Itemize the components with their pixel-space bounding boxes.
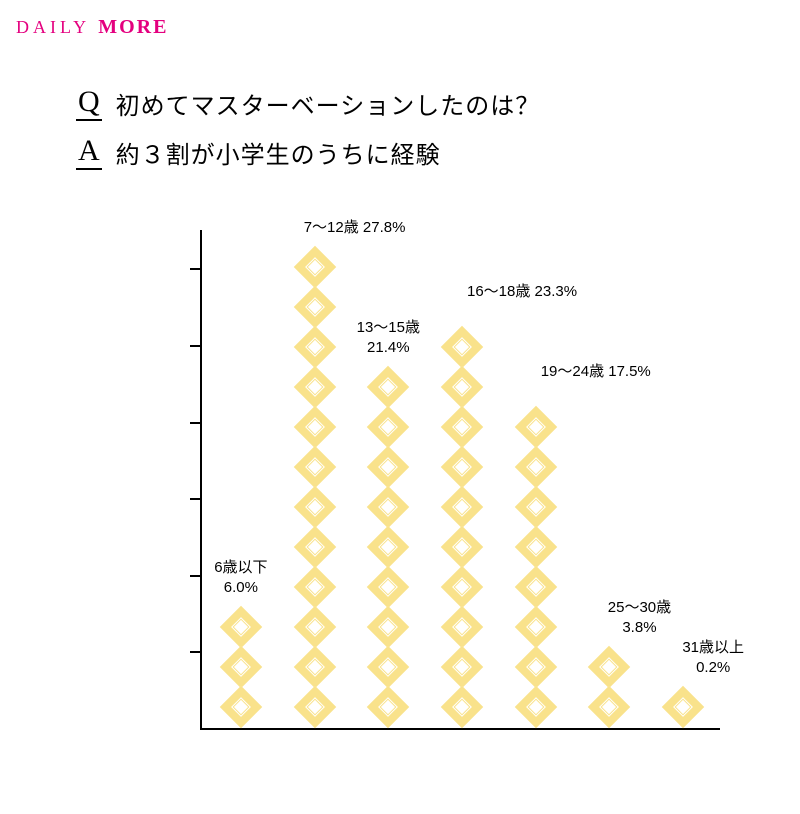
diamond-icon	[441, 406, 483, 448]
diamond-icon	[441, 486, 483, 528]
y-tick	[190, 345, 200, 347]
logo-part1: DAILY	[16, 17, 90, 37]
question-row: Q 初めてマスターベーションしたのは？	[76, 86, 540, 121]
diamond-icon	[367, 686, 409, 728]
diamond-icon	[441, 446, 483, 488]
q-letter: Q	[76, 87, 102, 121]
y-tick	[190, 422, 200, 424]
bar: 31歳以上0.2%	[646, 692, 720, 728]
x-axis	[200, 728, 720, 730]
diamond-icon	[367, 406, 409, 448]
y-axis	[200, 230, 202, 730]
diamond-icon	[293, 606, 335, 648]
diamond-icon	[293, 326, 335, 368]
diamond-icon	[515, 606, 557, 648]
diamond-icon	[293, 406, 335, 448]
diamond-icon	[220, 686, 262, 728]
y-tick	[190, 268, 200, 270]
bar: 7〜12歳 27.8%	[278, 252, 352, 728]
bar-label: 16〜18歳 23.3%	[467, 282, 577, 302]
bar-label: 25〜30歳3.8%	[608, 598, 671, 639]
diamond-icon	[441, 646, 483, 688]
diamond-icon	[367, 446, 409, 488]
diamond-icon	[441, 686, 483, 728]
y-tick	[190, 575, 200, 577]
q-text: 初めてマスターベーションしたのは？	[116, 86, 541, 121]
diamond-icon	[588, 646, 630, 688]
diamond-icon	[220, 646, 262, 688]
diamond-icon	[293, 646, 335, 688]
diamond-icon	[367, 606, 409, 648]
a-text: 約３割が小学生のうちに経験	[116, 135, 441, 170]
diamond-icon	[293, 526, 335, 568]
diamond-icon	[588, 686, 630, 728]
diamond-icon	[441, 526, 483, 568]
y-tick	[190, 498, 200, 500]
diamond-icon	[515, 526, 557, 568]
diamond-icon	[293, 686, 335, 728]
qa-block: Q 初めてマスターベーションしたのは？ A 約３割が小学生のうちに経験	[76, 86, 540, 184]
diamond-icon	[441, 326, 483, 368]
diamond-icon	[367, 526, 409, 568]
bar: 16〜18歳 23.3%	[425, 332, 499, 728]
diamond-icon	[293, 366, 335, 408]
diamond-icon	[515, 646, 557, 688]
diamond-icon	[293, 566, 335, 608]
answer-row: A 約３割が小学生のうちに経験	[76, 135, 540, 170]
diamond-icon	[441, 606, 483, 648]
bars-container: 6歳以下6.0%7〜12歳 27.8%13〜15歳21.4%16〜18歳 23.…	[204, 230, 720, 728]
bar: 13〜15歳21.4%	[351, 372, 425, 728]
diamond-icon	[515, 686, 557, 728]
diamond-icon	[293, 286, 335, 328]
diamond-icon	[293, 446, 335, 488]
bar-label: 7〜12歳 27.8%	[304, 218, 406, 238]
bar: 19〜24歳 17.5%	[499, 412, 573, 728]
diamond-icon	[367, 566, 409, 608]
bar: 6歳以下6.0%	[204, 612, 278, 728]
logo-part2: MORE	[98, 16, 168, 38]
page: DAILY MORE Q 初めてマスターベーションしたのは？ A 約３割が小学生…	[0, 0, 800, 814]
diamond-icon	[293, 486, 335, 528]
diamond-icon	[515, 566, 557, 608]
diamond-icon	[367, 366, 409, 408]
diamond-icon	[220, 606, 262, 648]
diamond-icon	[515, 406, 557, 448]
a-letter: A	[76, 136, 102, 170]
bar-label: 6歳以下6.0%	[214, 558, 267, 599]
y-tick	[190, 651, 200, 653]
bar: 25〜30歳3.8%	[573, 652, 647, 728]
bar-label: 31歳以上0.2%	[682, 638, 744, 679]
diamond-icon	[441, 366, 483, 408]
diamond-icon	[367, 646, 409, 688]
diamond-icon	[515, 446, 557, 488]
diamond-icon	[293, 246, 335, 288]
bar-label: 13〜15歳21.4%	[357, 318, 420, 359]
bar-label: 19〜24歳 17.5%	[541, 362, 651, 382]
diamond-icon	[367, 486, 409, 528]
site-logo: DAILY MORE	[16, 16, 168, 39]
diamond-icon	[515, 486, 557, 528]
diamond-icon	[441, 566, 483, 608]
bar-chart: 6歳以下6.0%7〜12歳 27.8%13〜15歳21.4%16〜18歳 23.…	[160, 230, 720, 750]
diamond-icon	[662, 686, 704, 728]
